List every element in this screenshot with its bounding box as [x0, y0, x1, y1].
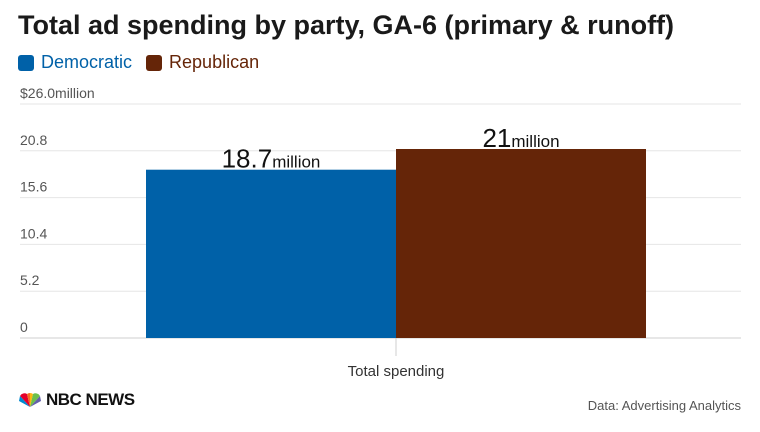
- bar-republican: [396, 149, 646, 338]
- data-source: Data: Advertising Analytics: [587, 398, 741, 413]
- x-tick-label-0: Total spending: [348, 363, 445, 380]
- y-tick-label-1: 5.2: [20, 272, 40, 288]
- legend-swatch-republican: [146, 54, 163, 71]
- legend: Democratic Republican: [18, 52, 273, 73]
- legend-swatch-democratic: [18, 54, 34, 71]
- y-tick-label-0: 0: [20, 319, 28, 335]
- legend-label-republican: Republican: [169, 52, 260, 72]
- y-tick-label-4: 20.8: [20, 132, 47, 148]
- logo-text: NBC NEWS: [46, 390, 135, 409]
- bar-democratic: [146, 169, 396, 338]
- y-tick-label-2: 10.4: [20, 225, 47, 241]
- legend-item-democratic[interactable]: Democratic: [18, 52, 132, 73]
- y-tick-label-5: $26.0million: [20, 85, 95, 101]
- chart-title: Total ad spending by party, GA-6 (primar…: [18, 10, 675, 40]
- y-tick-label-3: 15.6: [20, 179, 47, 195]
- legend-label-democratic: Democratic: [41, 52, 133, 72]
- nbc-news-logo: NBC NEWS: [18, 390, 135, 410]
- data-label-democratic: 18.7million: [222, 144, 321, 174]
- peacock-icon: [19, 393, 41, 407]
- data-label-republican: 21million: [482, 123, 559, 153]
- legend-item-republican[interactable]: Republican: [146, 52, 259, 73]
